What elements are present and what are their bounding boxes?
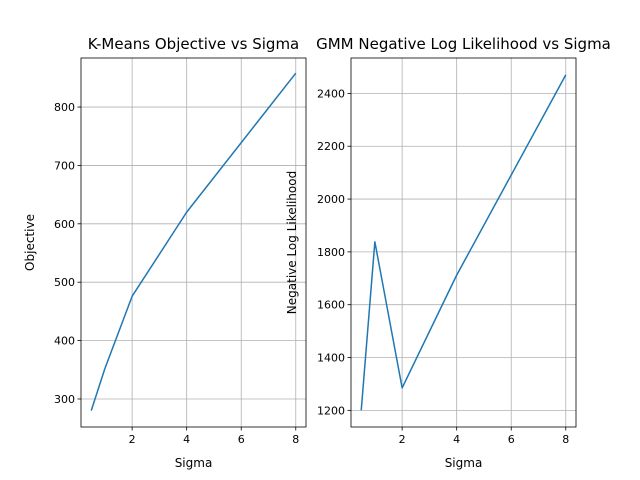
y-tick-label: 600 (54, 218, 75, 231)
gmm-chart: 2 4 6 8 1200 1400 1600 1800 2000 2200 2400 GMM Nega… (285, 35, 611, 470)
axes-frame (80, 57, 307, 428)
series-line (90, 72, 297, 411)
x-tick-label: 8 (292, 433, 299, 446)
y-axis-label: Objective (23, 214, 37, 271)
y-tick-label: 500 (54, 276, 75, 289)
y-axis-label: Negative Log Likelihood (285, 171, 299, 314)
chart-title: GMM Negative Log Likelihood vs Sigma (316, 35, 611, 53)
y-tick-label: 1200 (317, 404, 345, 417)
x-axis-label: Sigma (175, 456, 213, 470)
series-line (360, 74, 567, 411)
x-tick-label: 6 (238, 433, 245, 446)
y-tick-label: 1800 (317, 246, 345, 259)
x-axis-label: Sigma (445, 456, 483, 470)
x-tick-label: 6 (508, 433, 515, 446)
y-tick-label: 800 (54, 101, 75, 114)
y-tick-label: 2200 (317, 140, 345, 153)
y-tick-label: 1600 (317, 299, 345, 312)
axes-frame (350, 57, 577, 428)
y-tick-label: 2000 (317, 193, 345, 206)
y-tick-label: 700 (54, 159, 75, 172)
kmeans-chart: 2 4 6 8 300 400 500 600 700 800 K-Means Objective … (23, 35, 307, 470)
y-tick-label: 400 (54, 335, 75, 348)
y-tick-label: 1400 (317, 352, 345, 365)
chart-title: K-Means Objective vs Sigma (88, 35, 300, 53)
x-tick-label: 2 (399, 433, 406, 446)
y-tick-label: 300 (54, 393, 75, 406)
y-tick-label: 2400 (317, 87, 345, 100)
x-tick-label: 2 (129, 433, 136, 446)
x-tick-label: 4 (453, 433, 460, 446)
x-tick-label: 8 (562, 433, 569, 446)
x-tick-label: 4 (183, 433, 190, 446)
